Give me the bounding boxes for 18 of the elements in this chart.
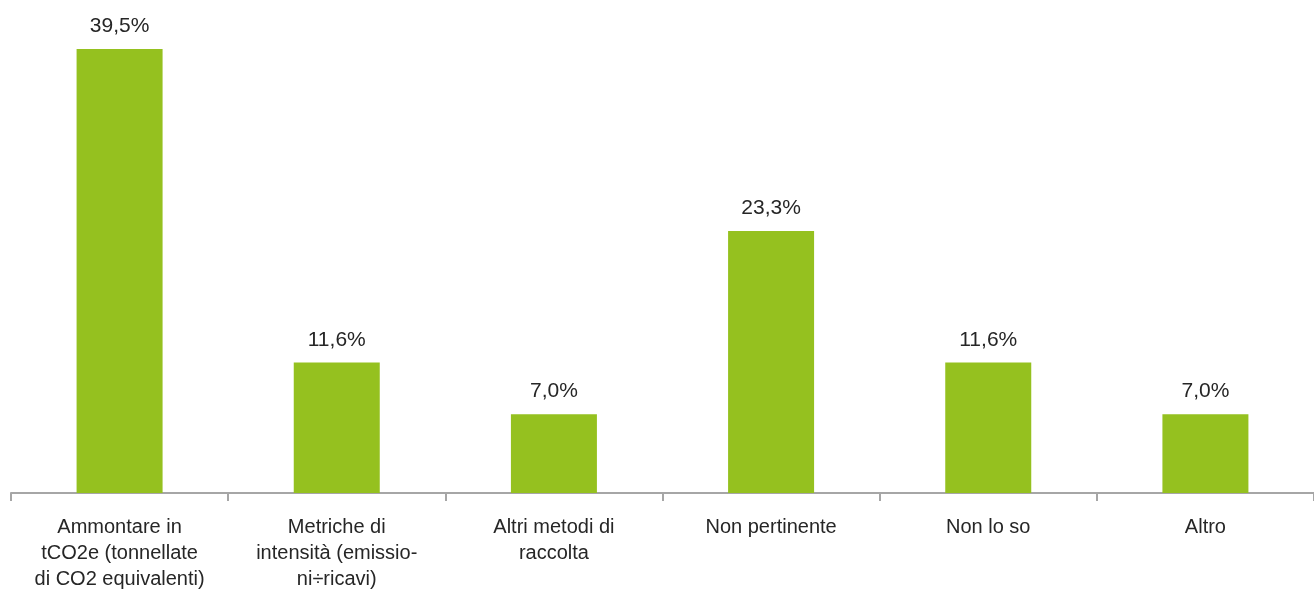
x-tick-label: Altro — [1184, 515, 1226, 537]
data-label: 11,6% — [307, 326, 366, 350]
bar — [293, 362, 380, 493]
data-label: 39,5% — [89, 13, 150, 36]
data-label: 7,0% — [529, 378, 578, 402]
bar — [510, 414, 597, 493]
data-label: 7,0% — [1181, 378, 1230, 402]
data-label: 23,3% — [741, 195, 801, 219]
x-tick-label: Altri metodi di raccolta — [493, 515, 615, 563]
x-tick-label: Metriche di intensità (emissio- ni÷ricavi) — [256, 515, 418, 589]
x-tick-label: Non pertinente — [705, 515, 837, 537]
x-tick-label: Ammontare in tCO2e (tonnellate di CO2 equivalenti) — [34, 515, 205, 589]
bar — [76, 49, 163, 493]
bar — [728, 231, 815, 493]
data-label: 11,6% — [959, 326, 1018, 350]
bar — [945, 362, 1032, 493]
bar — [1162, 414, 1249, 493]
x-tick-label: Non lo so — [946, 515, 1031, 537]
